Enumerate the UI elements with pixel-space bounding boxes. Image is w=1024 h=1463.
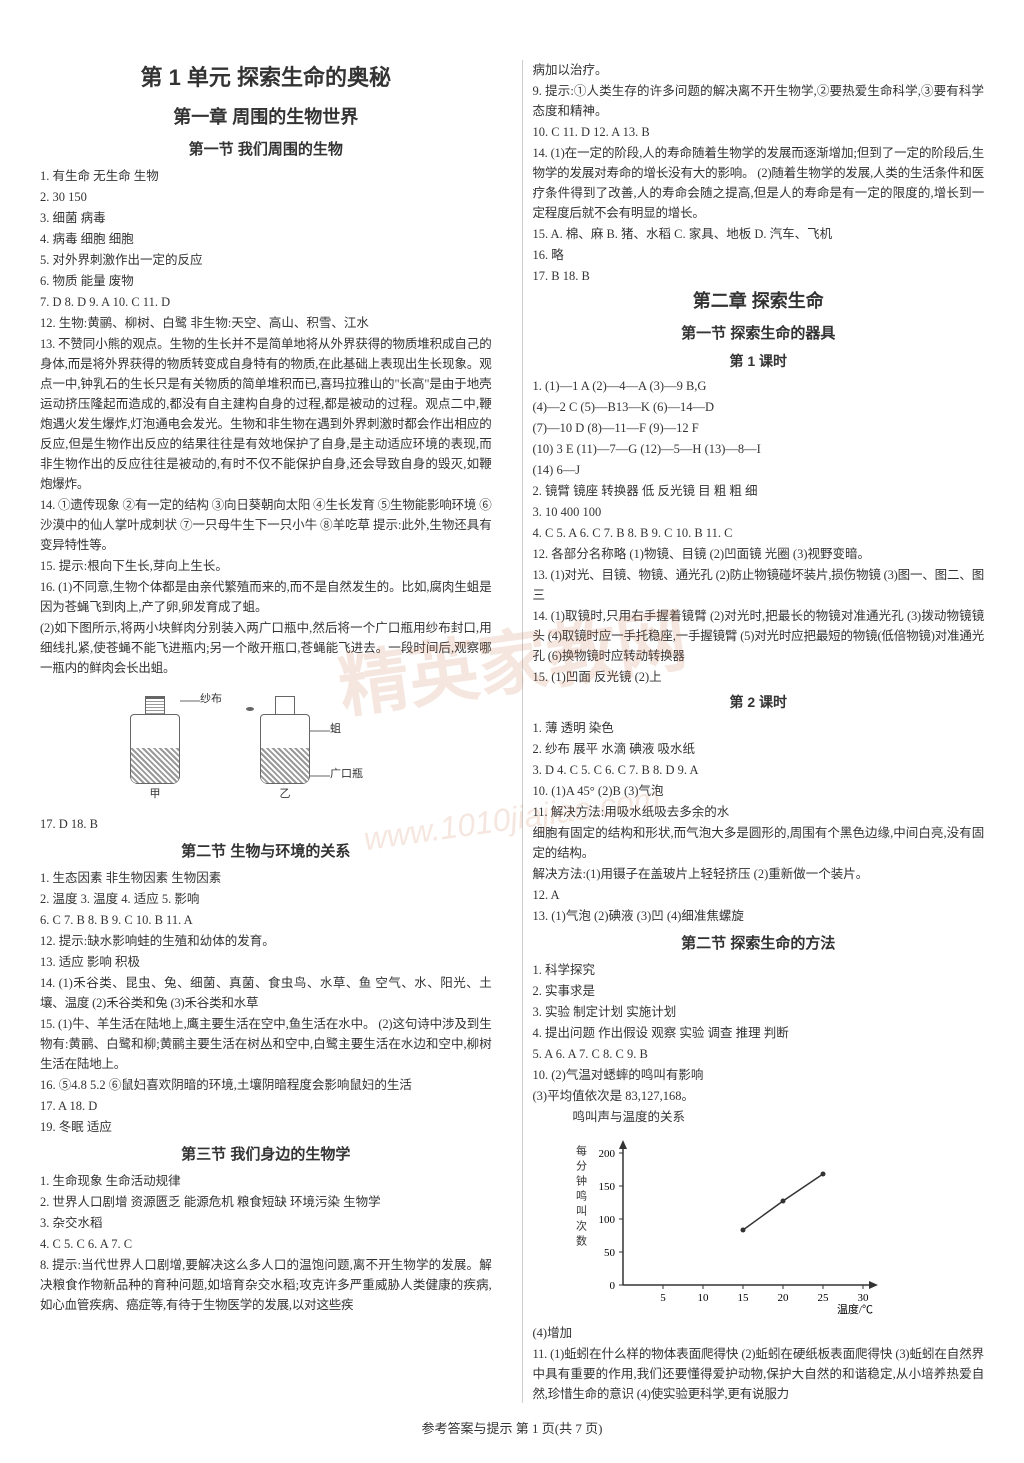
answer-line: 病加以治疗。 (533, 60, 985, 80)
chart-title: 鸣叫声与温度的关系 (573, 1107, 985, 1127)
answer-line: 13. 适应 影响 积极 (40, 952, 492, 972)
answer-line: 14. ①遗传现象 ②有一定的结构 ③向日葵朝向太阳 ④生长发育 ⑤生物能影响环… (40, 495, 492, 555)
section21-title: 第一节 探索生命的器具 (533, 322, 985, 346)
answer-line: (3)平均值依次是 83,127,168。 (533, 1086, 985, 1106)
answer-line: 13. 不赞同小熊的观点。生物的生长并不是简单地将从外界获得的物质堆积成自己的身… (40, 334, 492, 494)
svg-text:20: 20 (777, 1292, 789, 1304)
bottle-label-a: 甲 (130, 786, 180, 804)
right-column: 病加以治疗。 9. 提示:①人类生存的许多问题的解决离不开生物学,②要热爱生命科… (522, 60, 985, 1403)
answer-line: 1. 薄 透明 染色 (533, 718, 985, 738)
unit-title: 第 1 单元 探索生命的奥秘 (40, 60, 492, 95)
answer-line: 19. 冬眠 适应 (40, 1117, 492, 1137)
svg-text:25: 25 (817, 1292, 829, 1304)
answer-line: 4. C 5. A 6. C 7. B 8. B 9. C 10. B 11. … (533, 523, 985, 543)
svg-text:10: 10 (697, 1292, 709, 1304)
answer-line: 11. (1)蚯蚓在什么样的物体表面爬得快 (2)蚯蚓在硬纸板表面爬得快 (3)… (533, 1344, 985, 1404)
answer-line: 12. 各部分名称略 (1)物镜、目镜 (2)凹面镜 光圈 (3)视野变暗。 (533, 544, 985, 564)
chapter-title: 第一章 周围的生物世界 (40, 103, 492, 132)
answer-line: 6. C 7. B 8. B 9. C 10. B 11. A (40, 910, 492, 930)
answer-line: 2. 世界人口剧增 资源匮乏 能源危机 粮食短缺 环境污染 生物学 (40, 1192, 492, 1212)
answer-line: 1. 有生命 无生命 生物 (40, 166, 492, 186)
answer-line: 16. 略 (533, 245, 985, 265)
answer-line: 10. (1)A 45° (2)B (3)气泡 (533, 781, 985, 801)
answer-line: 10. C 11. D 12. A 13. B (533, 122, 985, 142)
answer-line: 15. A. 棉、麻 B. 猪、水稻 C. 家具、地板 D. 汽车、飞机 (533, 224, 985, 244)
answer-line: 11. 解决方法:用吸水纸吸去多余的水 (533, 802, 985, 822)
lesson2-title: 第 2 课时 (533, 691, 985, 713)
svg-text:100: 100 (598, 1214, 615, 1226)
answer-line: 10. (2)气温对蟋蟀的鸣叫有影响 (533, 1065, 985, 1085)
answer-line: 1. (1)—1 A (2)—4—A (3)—9 B,G (533, 376, 985, 396)
answer-line: 15. 提示:根向下生长,芽向上生长。 (40, 556, 492, 576)
svg-text:200: 200 (598, 1148, 615, 1160)
answer-line: (7)—10 D (8)—11—F (9)—12 F (533, 418, 985, 438)
answer-line: 解决方法:(1)用镊子在盖玻片上轻轻挤压 (2)重新做一个装片。 (533, 864, 985, 884)
answer-line: 14. (1)取镜时,只用右手握着镜臂 (2)对光时,把最长的物镜对准通光孔 (… (533, 606, 985, 666)
answer-line: (4)增加 (533, 1323, 985, 1343)
section2-title: 第二节 生物与环境的关系 (40, 840, 492, 864)
chapter2-title: 第二章 探索生命 (533, 287, 985, 316)
answer-line: 2. 实事求是 (533, 981, 985, 1001)
answer-line: 1. 科学探究 (533, 960, 985, 980)
answer-line: 16. ⑤4.8 5.2 ⑥鼠妇喜欢阴暗的环境,土壤阴暗程度会影响鼠妇的生活 (40, 1075, 492, 1095)
section22-title: 第二节 探索生命的方法 (533, 932, 985, 956)
answer-line: 17. A 18. D (40, 1096, 492, 1116)
svg-text:温度/℃: 温度/℃ (836, 1302, 872, 1315)
svg-text:50: 50 (604, 1247, 616, 1259)
answer-line: 3. 杂交水稻 (40, 1213, 492, 1233)
answer-line: 12. 提示:缺水影响蛙的生殖和幼体的发育。 (40, 931, 492, 951)
answer-line: 5. 对外界刺激作出一定的反应 (40, 250, 492, 270)
answer-line: 4. C 5. C 6. A 7. C (40, 1234, 492, 1254)
answer-line: 3. 细菌 病毒 (40, 208, 492, 228)
answer-line: (2)如下图所示,将两小块鲜肉分别装入两广口瓶中,然后将一个广口瓶用纱布封口,用… (40, 618, 492, 678)
answer-line: 15. (1)牛、羊生活在陆地上,鹰主要生活在空中,鱼生活在水中。 (2)这句诗… (40, 1014, 492, 1074)
answer-line: 13. (1)气泡 (2)碘液 (3)凹 (4)细准焦螺旋 (533, 906, 985, 926)
answer-line: 7. D 8. D 9. A 10. C 11. D (40, 292, 492, 312)
answer-line: (10) 3 E (11)—7—G (12)—5—H (13)—8—I (533, 439, 985, 459)
answer-line: 4. 病毒 细胞 细胞 (40, 229, 492, 249)
svg-text:0: 0 (609, 1280, 615, 1292)
temperature-chart: 0 50 100 150 200 5 10 15 20 25 30 (573, 1135, 893, 1315)
chart-y-label: 每分钟鸣叫次数 (568, 1145, 588, 1250)
svg-text:15: 15 (737, 1292, 749, 1304)
page-content: 第 1 单元 探索生命的奥秘 第一章 周围的生物世界 第一节 我们周围的生物 1… (40, 60, 984, 1403)
answer-line: 15. (1)凹面 反光镜 (2)上 (533, 667, 985, 687)
section3-title: 第三节 我们身边的生物学 (40, 1143, 492, 1167)
answer-line: 1. 生命现象 生命活动规律 (40, 1171, 492, 1191)
answer-line: 16. (1)不同意,生物个体都是由亲代繁殖而来的,而不是自然发生的。比如,腐肉… (40, 577, 492, 617)
answer-line: 12. A (533, 885, 985, 905)
answer-line: 2. 镜臂 镜座 转换器 低 反光镜 目 粗 粗 细 (533, 481, 985, 501)
answer-line: 1. 生态因素 非生物因素 生物因素 (40, 868, 492, 888)
answer-line: 2. 30 150 (40, 187, 492, 207)
answer-line: 3. D 4. C 5. C 6. C 7. B 8. D 9. A (533, 760, 985, 780)
svg-text:5: 5 (660, 1292, 666, 1304)
answer-line: 9. 提示:①人类生存的许多问题的解决离不开生物学,②要热爱生命科学,③要有科学… (533, 81, 985, 121)
bottle-label-b: 乙 (260, 786, 310, 804)
answer-line: 17. B 18. B (533, 266, 985, 286)
lesson1-title: 第 1 课时 (533, 350, 985, 372)
answer-line: 14. (1)禾谷类、昆虫、兔、细菌、真菌、食虫鸟、水草、鱼 空气、水、阳光、土… (40, 973, 492, 1013)
answer-line: 13. (1)对光、目镜、物镜、通光孔 (2)防止物镜碰坏装片,损伤物镜 (3)… (533, 565, 985, 605)
answer-line: 14. (1)在一定的阶段,人的寿命随着生物学的发展而逐渐增加;但到了一定的阶段… (533, 143, 985, 223)
answer-line: 17. D 18. B (40, 814, 492, 834)
answer-line: 6. 物质 能量 废物 (40, 271, 492, 291)
answer-line: 5. A 6. A 7. C 8. C 9. B (533, 1044, 985, 1064)
answer-line: 4. 提出问题 作出假设 观察 实验 调查 推理 判断 (533, 1023, 985, 1043)
bottle-diagram: 甲 乙 纱布 蛆 广口瓶 (40, 686, 492, 806)
answer-line: 2. 温度 3. 温度 4. 适应 5. 影响 (40, 889, 492, 909)
page-footer: 参考答案与提示 第 1 页(共 7 页) (40, 1413, 984, 1437)
answer-line: 8. 提示:当代世界人口剧增,要解决这么多人口的温饱问题,离不开生物学的发展。解… (40, 1255, 492, 1315)
answer-line: 细胞有固定的结构和形状,而气泡大多是圆形的,周围有个黑色边缘,中间白亮,没有固定… (533, 823, 985, 863)
answer-line: (14) 6—J (533, 460, 985, 480)
answer-line: (4)—2 C (5)—B13—K (6)—14—D (533, 397, 985, 417)
answer-line: 3. 实验 制定计划 实施计划 (533, 1002, 985, 1022)
answer-line: 3. 10 400 100 (533, 502, 985, 522)
section1-title: 第一节 我们周围的生物 (40, 138, 492, 162)
svg-text:30: 30 (857, 1292, 869, 1304)
svg-text:150: 150 (598, 1181, 615, 1193)
answer-line: 2. 纱布 展平 水滴 碘液 吸水纸 (533, 739, 985, 759)
answer-line: 12. 生物:黄鹂、柳树、白鹭 非生物:天空、高山、积雪、江水 (40, 313, 492, 333)
left-column: 第 1 单元 探索生命的奥秘 第一章 周围的生物世界 第一节 我们周围的生物 1… (40, 60, 502, 1403)
